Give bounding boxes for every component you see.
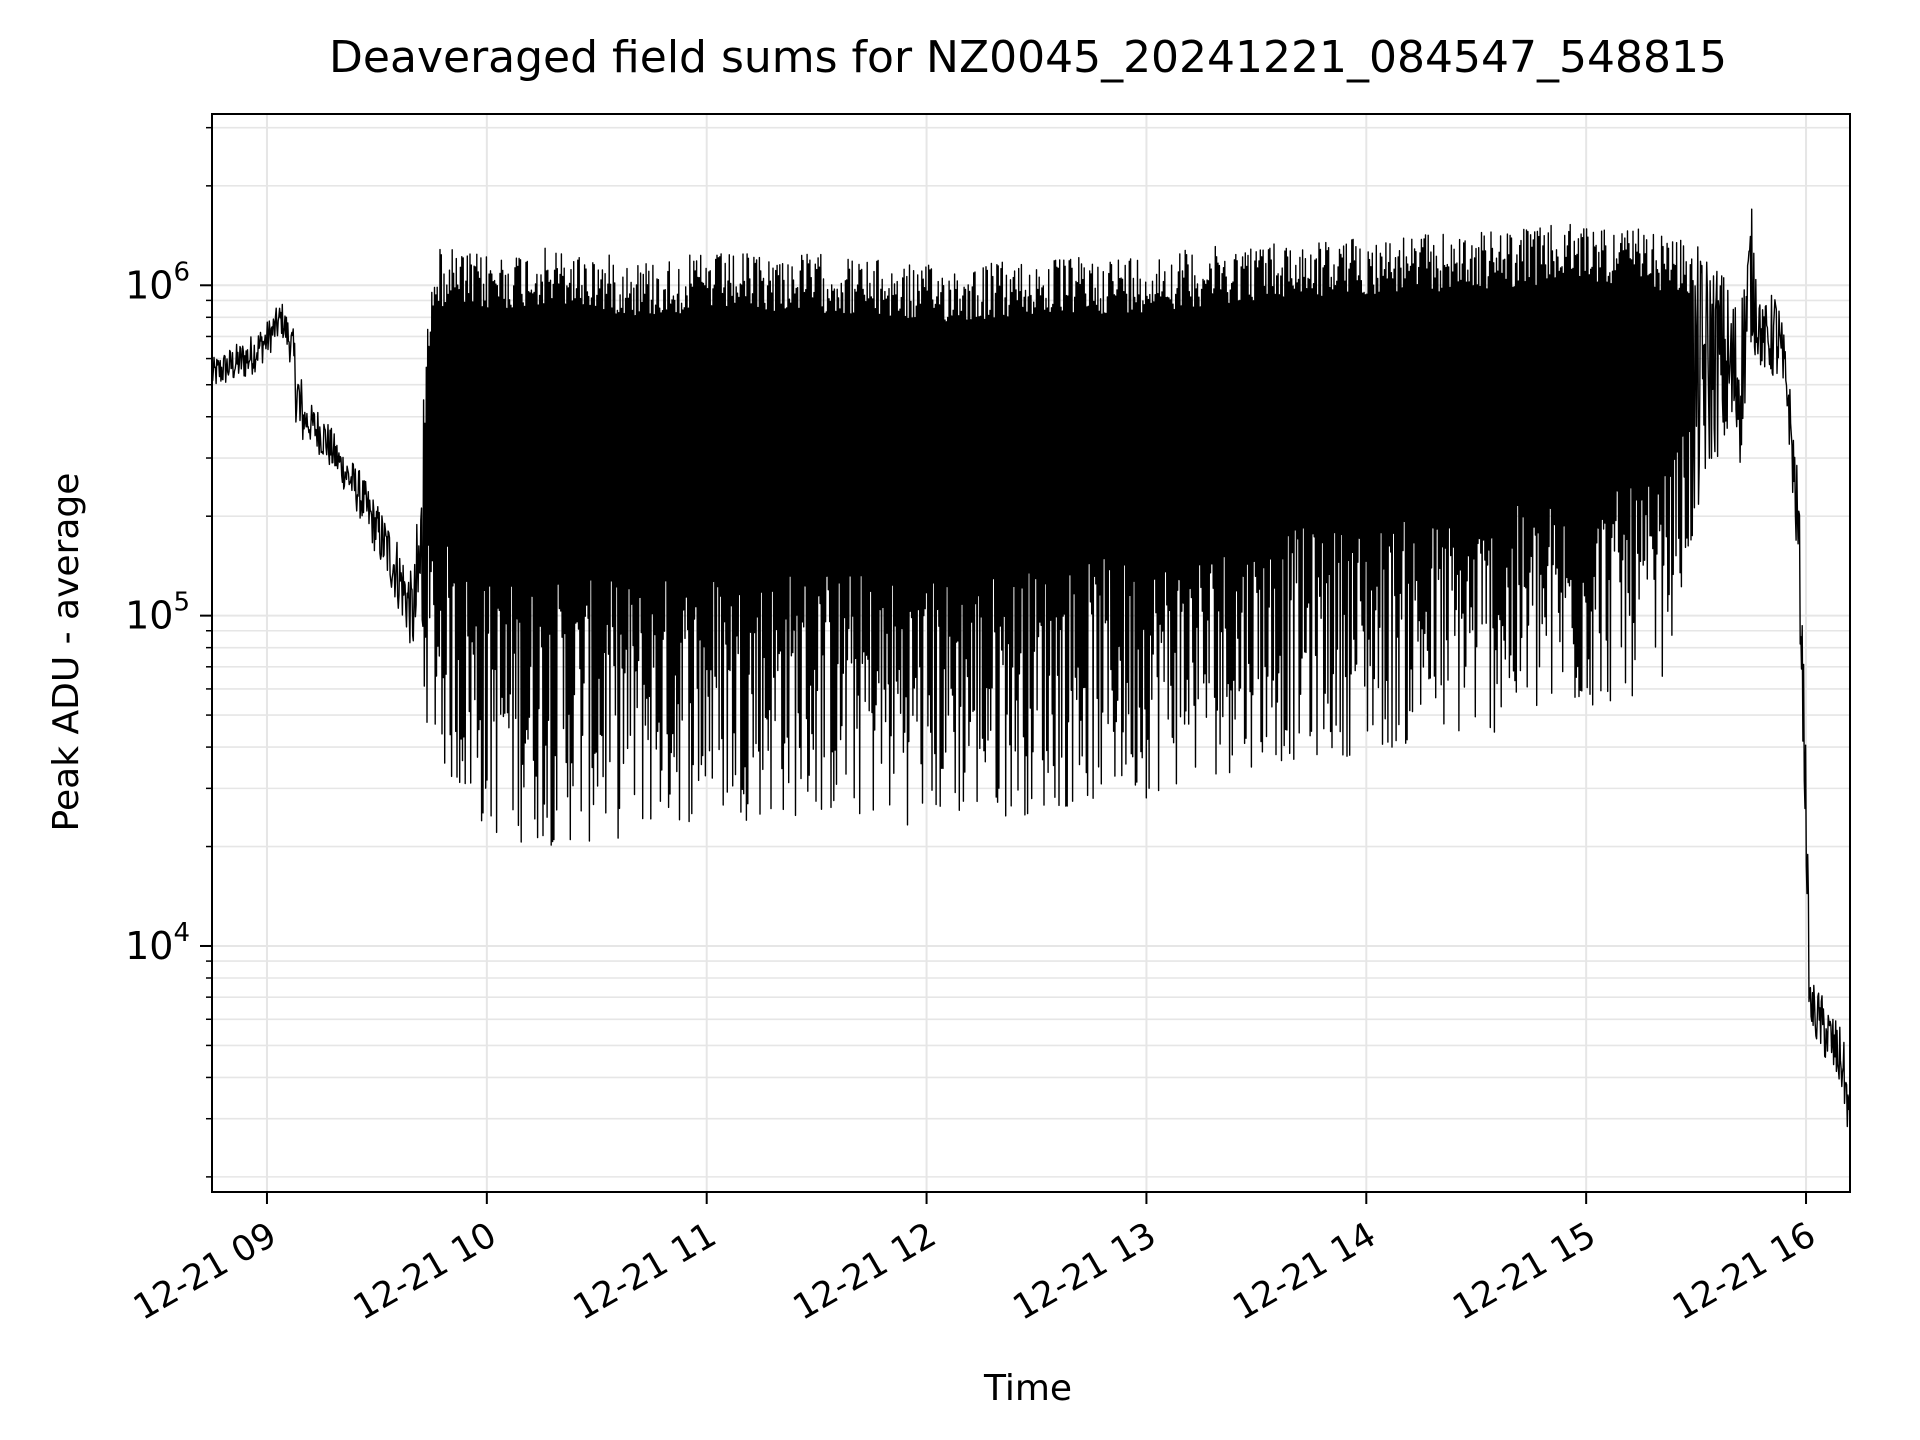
y-tick-label: 105 [125, 588, 190, 638]
y-tick-label: 106 [125, 257, 190, 307]
x-axis-label: Time [983, 1368, 1072, 1409]
y-axis-label: Peak ADU - average [46, 473, 87, 832]
plot-frame [211, 113, 1851, 1193]
series-line [211, 208, 1851, 1128]
axes [211, 113, 1851, 1193]
chart-title: Deaveraged field sums for NZ0045_2024122… [329, 32, 1727, 83]
series-layer [211, 208, 1851, 1128]
y-tick-label: 104 [125, 918, 190, 968]
